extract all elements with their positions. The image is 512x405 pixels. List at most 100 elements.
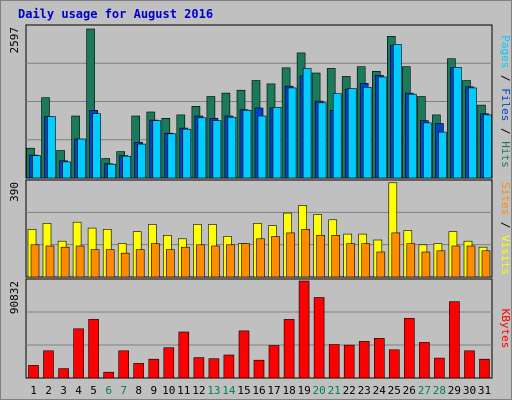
- pages-files-hits-bar-pages-10: [167, 133, 177, 179]
- visits-sites-bar-sites-8: [135, 249, 145, 278]
- day-label-29: 29: [448, 384, 461, 397]
- kbytes-bar-kbytes-23: [358, 341, 370, 379]
- visits-sites-bar-sites-28: [436, 250, 446, 278]
- kbytes-bar-kbytes-12: [193, 357, 205, 379]
- day-label-24: 24: [373, 384, 387, 397]
- kbytes-bar-kbytes-11: [178, 331, 190, 379]
- visits-sites-bar-sites-5: [90, 249, 100, 278]
- visits-sites-bar-sites-25: [391, 232, 401, 278]
- visits-sites-series-label: Sites / Visits: [499, 182, 512, 275]
- pages-files-hits-bar-pages-30: [468, 87, 477, 179]
- kbytes-bar-kbytes-15: [238, 330, 250, 379]
- pages-files-hits-bar-pages-6: [107, 163, 116, 179]
- pages-files-hits-bar-pages-23: [362, 87, 372, 179]
- pages-files-hits-bar-pages-26: [407, 93, 417, 179]
- visits-sites-bar-sites-22: [346, 243, 356, 278]
- kbytes-bar-kbytes-25: [388, 349, 400, 379]
- series-label-part: Pages: [499, 35, 512, 68]
- pages-files-hits-bar-pages-19: [302, 68, 312, 179]
- visits-sites-bar-sites-27: [421, 251, 431, 278]
- kbytes-bar-kbytes-28: [434, 357, 445, 379]
- kbytes-bar-kbytes-9: [148, 358, 160, 379]
- kbytes-bar-kbytes-6: [103, 371, 114, 379]
- visits-sites-bar-sites-29: [451, 245, 461, 278]
- visits-sites-bar-sites-13: [211, 245, 220, 278]
- pages-files-hits-bar-pages-5: [92, 113, 101, 179]
- visits-sites-bar-sites-7: [120, 252, 130, 278]
- visits-sites-bar-sites-2: [45, 245, 55, 278]
- visits-sites-bar-sites-17: [271, 236, 280, 278]
- visits-sites-bar-sites-11: [181, 246, 190, 278]
- day-label-19: 19: [297, 384, 310, 397]
- day-label-1: 1: [30, 384, 37, 397]
- day-label-30: 30: [463, 384, 476, 397]
- visits-sites-bar-sites-26: [406, 243, 416, 278]
- pages-files-hits-bar-pages-20: [317, 102, 327, 179]
- visits-sites-bar-sites-10: [166, 249, 175, 278]
- kbytes-bar-kbytes-16: [253, 359, 265, 379]
- series-label-part: KBytes: [499, 309, 512, 349]
- pages-files-hits-bar-pages-3: [62, 161, 71, 179]
- kbytes-bar-kbytes-27: [419, 342, 430, 379]
- day-label-12: 12: [192, 384, 205, 397]
- series-label-part: /: [499, 68, 512, 88]
- chart-title: Daily usage for August 2016: [18, 7, 213, 21]
- visits-sites-bar-sites-4: [75, 245, 85, 278]
- kbytes-bar-kbytes-4: [73, 328, 84, 379]
- visits-sites-bar-sites-1: [30, 244, 40, 278]
- day-label-20: 20: [312, 384, 325, 397]
- kbytes-bar-kbytes-30: [464, 350, 475, 379]
- pages-files-hits-bar-pages-16: [257, 115, 267, 179]
- kbytes-bar-kbytes-14: [223, 354, 235, 379]
- pages-files-hits-bar-pages-25: [392, 43, 402, 179]
- visits-sites-bar-sites-24: [376, 251, 386, 278]
- day-label-27: 27: [418, 384, 431, 397]
- kbytes-bar-kbytes-20: [313, 297, 325, 379]
- pages-files-hits-bar-pages-2: [47, 116, 56, 179]
- pages-files-hits-bar-pages-17: [272, 107, 282, 179]
- kbytes-bar-kbytes-13: [208, 358, 220, 379]
- day-label-8: 8: [135, 384, 142, 397]
- day-label-26: 26: [403, 384, 416, 397]
- kbytes-bar-kbytes-18: [283, 319, 295, 379]
- visits-sites-bar-sites-20: [316, 235, 325, 278]
- pages-files-hits-bar-pages-22: [347, 88, 357, 179]
- series-label-part: Files: [499, 88, 512, 121]
- pages-files-hits-bar-pages-18: [287, 87, 297, 179]
- kbytes-series-label: KBytes: [499, 309, 512, 349]
- pages-files-hits-bar-pages-11: [182, 128, 192, 179]
- series-label-part: Visits: [499, 235, 512, 275]
- visits-sites-bar-sites-6: [105, 249, 115, 278]
- pages-files-hits-bar-pages-24: [377, 76, 387, 179]
- day-label-25: 25: [388, 384, 401, 397]
- pages-files-hits-bar-pages-21: [332, 93, 342, 179]
- visits-sites-bar-sites-23: [361, 243, 371, 278]
- visits-sites-bar-sites-31: [481, 250, 491, 278]
- day-label-5: 5: [90, 384, 97, 397]
- day-label-9: 9: [150, 384, 157, 397]
- pages-files-hits-bar-pages-1: [32, 155, 41, 179]
- kbytes-bar-kbytes-26: [403, 318, 415, 379]
- kbytes-bar-kbytes-10: [163, 347, 175, 379]
- visits-sites-bar-sites-3: [60, 246, 70, 278]
- kbytes-bar-kbytes-17: [268, 345, 280, 379]
- pages-files-hits-bar-pages-12: [197, 117, 207, 179]
- kbytes-max-label: 90832: [8, 281, 21, 314]
- visits-sites-max-label: 390: [8, 182, 21, 202]
- kbytes-bar-kbytes-2: [43, 350, 54, 379]
- visits-sites-bar-sites-21: [331, 235, 341, 278]
- pages-files-hits-bar-pages-8: [137, 143, 146, 179]
- day-label-21: 21: [328, 384, 341, 397]
- kbytes-bar-kbytes-1: [28, 365, 39, 379]
- pages-files-hits-series-label: Pages / Files / Hits: [499, 35, 512, 168]
- day-label-28: 28: [433, 384, 446, 397]
- day-label-18: 18: [282, 384, 295, 397]
- day-label-7: 7: [120, 384, 127, 397]
- kbytes-bar-kbytes-8: [133, 363, 144, 379]
- pages-files-hits-bar-pages-27: [423, 122, 432, 179]
- kbytes-bar-kbytes-31: [479, 358, 490, 379]
- kbytes-bar-kbytes-7: [118, 350, 129, 379]
- visits-sites-bar-sites-30: [466, 245, 476, 278]
- day-label-22: 22: [343, 384, 356, 397]
